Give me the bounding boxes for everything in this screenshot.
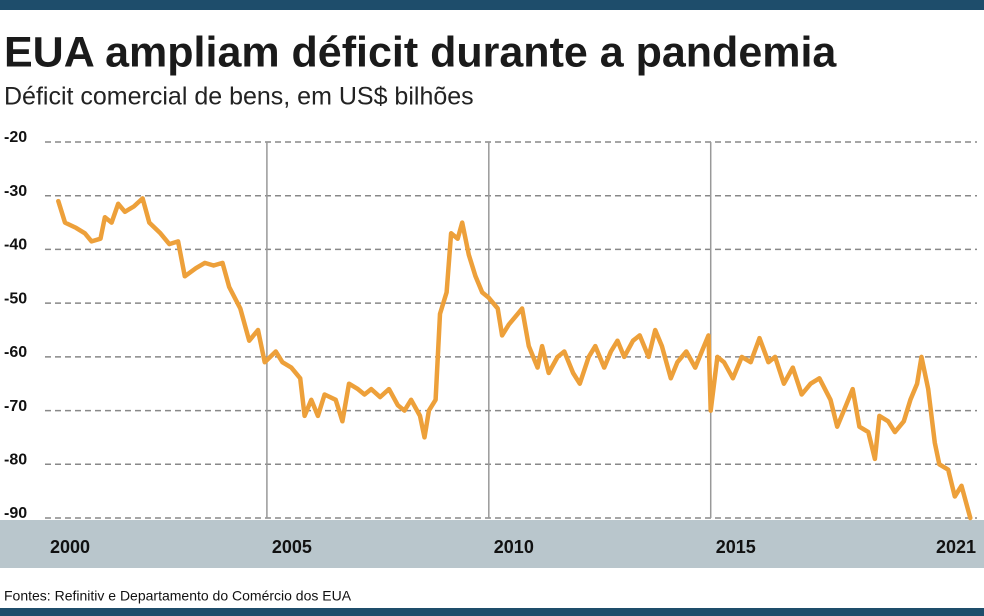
x-tick-label: 2000 — [50, 537, 90, 557]
y-tick-label: -70 — [4, 398, 27, 415]
source: Fontes: Refinitiv e Departamento do Comé… — [4, 588, 352, 604]
chart-title: EUA ampliam déficit durante a pandemia — [4, 28, 837, 76]
y-tick-label: -40 — [4, 237, 27, 254]
y-tick-label: -80 — [4, 452, 27, 469]
y-tick-label: -30 — [4, 183, 27, 200]
x-tick-label: 2021 — [936, 537, 976, 557]
x-tick-label: 2005 — [272, 537, 312, 557]
data-line — [56, 196, 973, 521]
chart-subtitle: Déficit comercial de bens, em US$ bilhõe… — [4, 83, 474, 111]
x-axis-band — [0, 520, 984, 568]
y-tick-label: -20 — [4, 129, 27, 146]
x-tick-label: 2015 — [716, 537, 756, 557]
bottom-bar — [0, 608, 984, 616]
y-tick-label: -60 — [4, 344, 27, 361]
y-tick-label: -90 — [4, 505, 27, 522]
top-bar — [0, 0, 984, 10]
plot: -20 -30 -40 -50 -60 -70 -80 -90 2000 2005 2010 2015… — [4, 129, 977, 557]
y-tick-label: -50 — [4, 290, 27, 307]
x-tick-label: 2010 — [494, 537, 534, 557]
